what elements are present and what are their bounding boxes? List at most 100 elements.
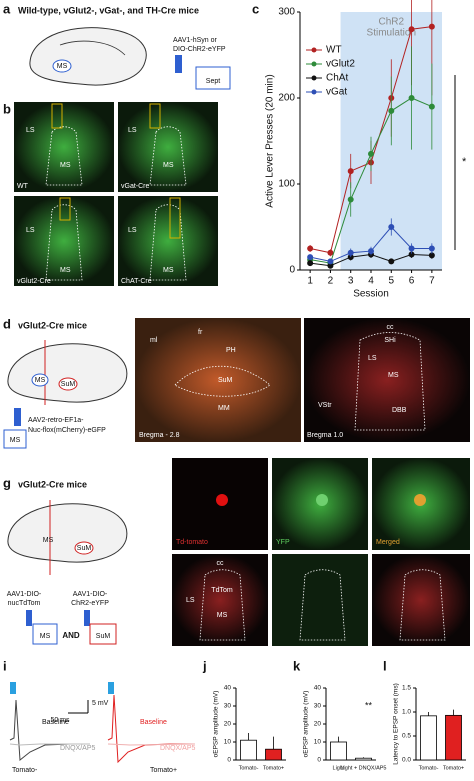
y-tick-label: 10 bbox=[314, 739, 322, 746]
region-label: MS bbox=[60, 162, 71, 169]
outline bbox=[149, 126, 187, 186]
micrograph bbox=[14, 102, 114, 192]
region-label: LS bbox=[26, 227, 35, 234]
y-axis-label: Latency to EPSP onset (ms) bbox=[393, 683, 400, 765]
y-tick-label: 40 bbox=[314, 685, 322, 692]
y-tick-label: 300 bbox=[278, 7, 295, 18]
region-label: cc bbox=[387, 324, 395, 331]
outline bbox=[399, 569, 446, 641]
region-label: LS bbox=[368, 355, 377, 362]
data-point bbox=[327, 249, 334, 256]
x-tick-label: 1 bbox=[307, 276, 313, 287]
x-tick-label: Tomato+ bbox=[443, 765, 464, 771]
region-label: MS bbox=[43, 537, 54, 544]
image-label: WT bbox=[17, 183, 29, 190]
target-label: MS bbox=[40, 633, 51, 640]
x-tick-label: 6 bbox=[409, 276, 415, 287]
y-tick-label: 1.5 bbox=[402, 685, 411, 692]
y-tick-label: 200 bbox=[278, 93, 295, 104]
outline bbox=[174, 366, 271, 397]
region-label: PH bbox=[226, 347, 236, 354]
target-label: MS bbox=[10, 437, 21, 444]
bar bbox=[240, 739, 257, 761]
panel-label: d bbox=[3, 316, 11, 331]
bregma-label: Bregma - 2.8 bbox=[139, 432, 180, 439]
region-label: MM bbox=[218, 405, 230, 412]
bregma-label: Bregma 1.0 bbox=[307, 432, 343, 439]
region-label: MS bbox=[163, 162, 174, 169]
outline bbox=[354, 332, 426, 431]
ms-region bbox=[52, 59, 72, 73]
data-point bbox=[388, 224, 395, 230]
outline bbox=[199, 569, 246, 641]
outline bbox=[299, 569, 346, 641]
channel-label: Td-tomato bbox=[176, 539, 208, 546]
micrograph bbox=[135, 318, 301, 442]
cell bbox=[316, 494, 328, 506]
micrograph bbox=[118, 102, 218, 192]
data-point bbox=[307, 260, 314, 267]
region-label: LS bbox=[128, 127, 137, 134]
x-tick-label: 5 bbox=[389, 276, 395, 287]
legend-marker bbox=[311, 61, 317, 67]
trace bbox=[9, 743, 90, 746]
channel-label: Merged bbox=[376, 539, 400, 546]
y-tick-label: 0.0 bbox=[402, 757, 411, 764]
bar bbox=[265, 748, 282, 761]
y-tick-label: 20 bbox=[224, 721, 232, 728]
syringe-icon bbox=[175, 55, 182, 73]
y-tick-label: 1.0 bbox=[402, 709, 411, 716]
y-tick-label: 0 bbox=[317, 757, 321, 764]
panel-label: c bbox=[252, 1, 259, 16]
shade-label: ChR2 bbox=[378, 17, 404, 28]
micrograph bbox=[172, 554, 268, 646]
y-tick-label: 10 bbox=[224, 739, 232, 746]
target-box bbox=[195, 66, 231, 90]
region-label: SuM bbox=[77, 545, 92, 552]
group-label: Tomato- bbox=[12, 767, 38, 774]
y-tick-label: 30 bbox=[314, 703, 322, 710]
region-label: MS bbox=[163, 267, 174, 274]
region-label: MS bbox=[35, 377, 46, 384]
data-point bbox=[428, 103, 435, 110]
channel-label: YFP bbox=[276, 539, 290, 546]
target-label: Sept bbox=[206, 78, 220, 85]
y-tick-label: 100 bbox=[278, 179, 295, 190]
y-axis-label: oEPSP amplitude (mV) bbox=[213, 691, 220, 758]
virus-label: AAV1-DIO- bbox=[7, 591, 42, 598]
panel-label: b bbox=[3, 101, 11, 116]
region-label: LS bbox=[186, 597, 195, 604]
fiber bbox=[149, 103, 161, 129]
light-pulse bbox=[10, 682, 16, 694]
y-tick-label: 0.5 bbox=[402, 733, 411, 740]
virus-label: AAV2-retro-EF1a- bbox=[28, 417, 84, 424]
y-axis-label: oEPSP amplitude (mV) bbox=[303, 691, 310, 758]
fiber bbox=[51, 103, 63, 129]
legend-label: ChAt bbox=[326, 73, 348, 84]
trace bbox=[107, 743, 196, 746]
scale-label: 5 mV bbox=[92, 700, 109, 707]
data-point bbox=[347, 168, 354, 175]
data-point bbox=[408, 95, 415, 101]
brain-outline bbox=[59, 40, 126, 56]
region-label: SuM bbox=[61, 381, 76, 388]
panel-label: j bbox=[202, 658, 207, 673]
scale-label: 50 ms bbox=[50, 717, 70, 724]
cell bbox=[414, 494, 426, 506]
legend-marker bbox=[311, 47, 317, 53]
cell bbox=[216, 494, 228, 506]
panel-title: Wild-type, vGlut2-, vGat-, and TH-Cre mi… bbox=[18, 5, 199, 15]
annotation: ** bbox=[365, 700, 373, 710]
data-point bbox=[408, 245, 415, 252]
syringe-icon bbox=[14, 408, 21, 426]
legend-label: vGat bbox=[326, 87, 347, 98]
region-label: MS bbox=[60, 267, 71, 274]
legend-label: WT bbox=[326, 45, 342, 56]
bar bbox=[355, 757, 372, 761]
y-tick-label: 20 bbox=[314, 721, 322, 728]
panel-label: l bbox=[383, 658, 387, 673]
region-label: MS bbox=[388, 372, 399, 379]
panel-label: a bbox=[3, 1, 11, 16]
panel-title: vGlut2-Cre mice bbox=[18, 479, 87, 489]
image-label: vGlut2-Cre bbox=[17, 278, 51, 285]
